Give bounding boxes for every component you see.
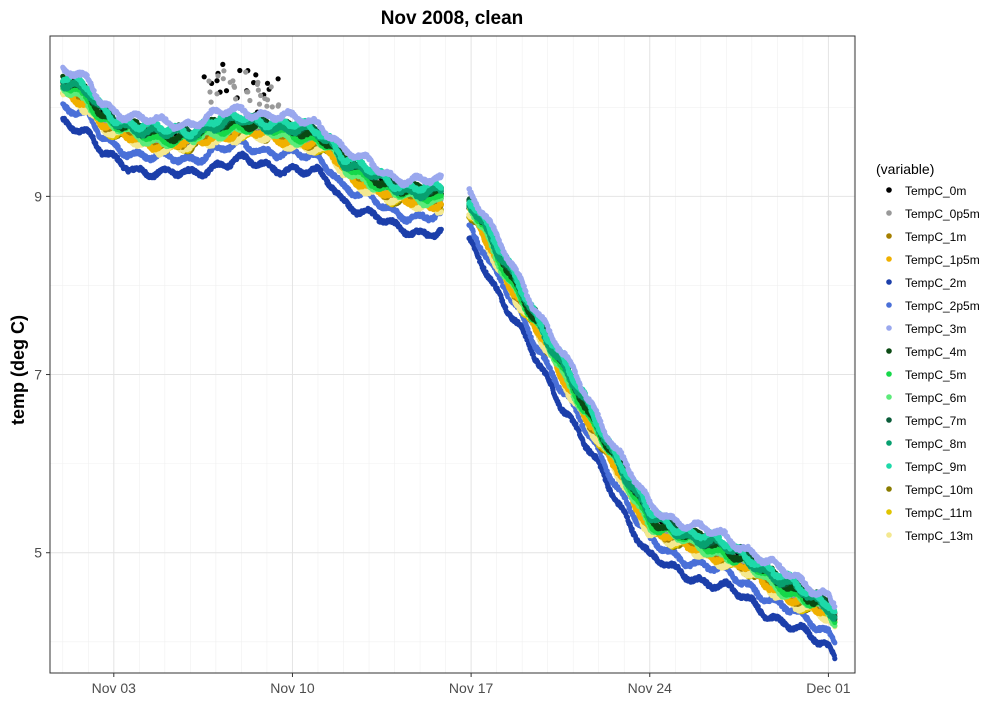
data-point xyxy=(832,656,837,661)
data-point xyxy=(439,227,444,232)
data-point xyxy=(832,640,837,645)
chart-title: Nov 2008, clean xyxy=(381,8,524,29)
